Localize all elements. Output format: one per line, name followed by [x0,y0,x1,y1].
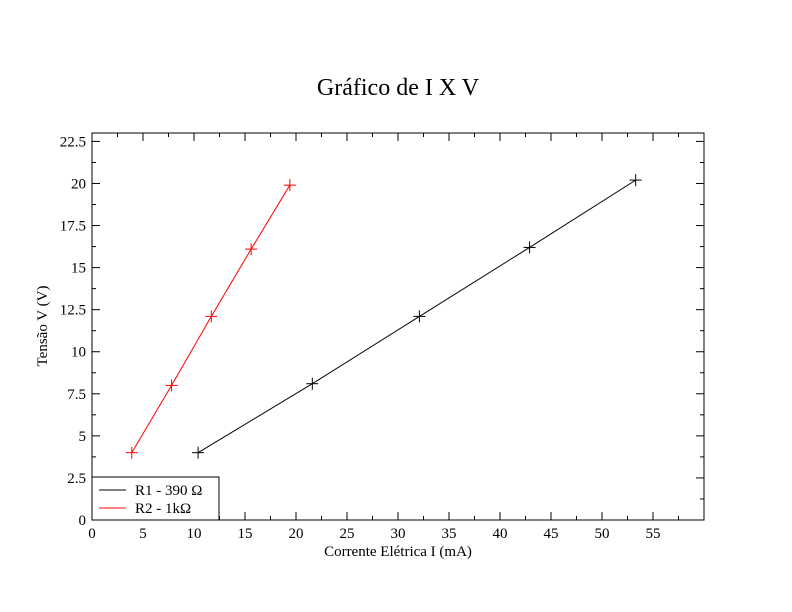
y-tick-label: 0 [79,513,87,529]
legend-label-r1: R1 - 390 Ω [135,483,202,499]
y-axis-ticks: 0 2.5 5 7.5 10 12.5 15 17.5 20 22.5 [60,134,704,529]
chart-title: Gráfico de I X V [317,75,480,101]
y-tick-label: 20 [71,176,86,192]
data-point-marker [125,446,138,459]
x-tick-label: 25 [340,526,355,542]
y-tick-label: 12.5 [60,303,86,319]
x-tick-label: 20 [289,526,304,542]
data-point-marker [413,310,426,323]
x-tick-label: 0 [88,526,96,542]
x-tick-label: 10 [187,526,202,542]
series-line-2 [131,184,291,453]
data-point-marker [523,241,536,254]
y-tick-label: 5 [79,429,87,445]
x-tick-label: 45 [544,526,559,542]
x-tick-label: 5 [139,526,147,542]
data-point-marker [629,174,642,187]
y-tick-label: 7.5 [67,387,86,403]
y-tick-label: 2.5 [67,471,86,487]
plot-area-frame [91,132,705,521]
legend-box [91,476,220,521]
x-tick-label: 40 [493,526,508,542]
x-axis-ticks: 0 5 10 15 20 25 30 35 40 45 50 55 [88,133,679,542]
y-axis-label: Tensão V (V) [35,286,51,367]
legend-label-r2: R2 - 1kΩ [135,501,191,517]
x-tick-label: 55 [646,526,661,542]
x-tick-label: 15 [238,526,253,542]
data-point-marker [245,243,258,256]
data-point-marker [165,379,178,392]
data-point-marker [205,310,218,323]
legend: R1 - 390 Ω R2 - 1kΩ [91,476,220,521]
x-tick-label: 50 [595,526,610,542]
data-point-marker [283,179,296,192]
y-tick-label: 22.5 [60,134,86,150]
y-tick-label: 15 [71,261,86,277]
x-axis-label: Corrente Elétrica I (mA) [324,544,472,560]
y-tick-label: 17.5 [60,219,86,235]
y-tick-label: 10 [71,345,86,361]
series-layer [125,174,642,459]
x-tick-label: 30 [391,526,406,542]
data-point-marker [192,446,205,459]
x-tick-label: 35 [442,526,457,542]
data-point-marker [306,377,319,390]
